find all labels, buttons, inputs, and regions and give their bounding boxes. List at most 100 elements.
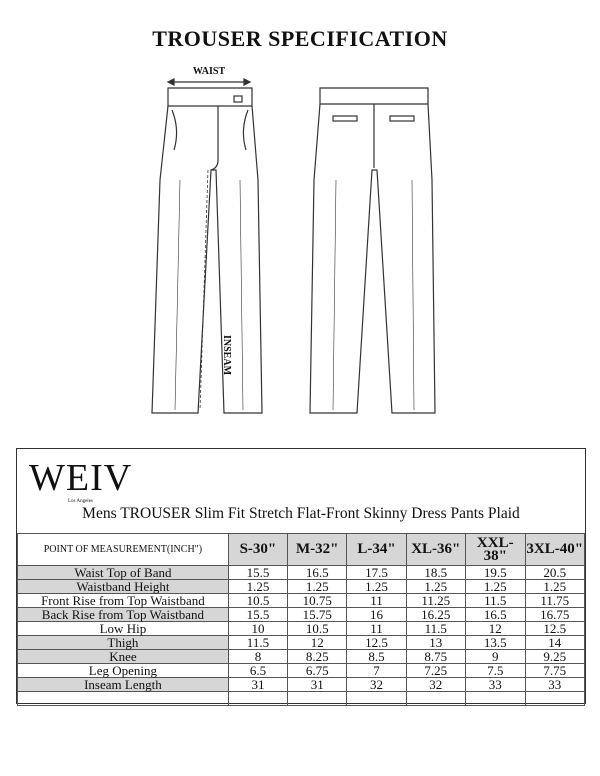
measurement-value: 16.75 [524, 607, 585, 622]
measurement-value: 33 [524, 677, 585, 692]
size-header: 3XL-40" [524, 533, 585, 566]
measurement-value: 31 [287, 677, 348, 692]
table-row: Waist Top of Band 15.5 16.5 17.5 18.5 19.5 20.… [17, 565, 585, 580]
measurement-label: Thigh [17, 635, 229, 650]
size-chart: WEIV Los Angeles Mens TROUSER Slim Fit S… [16, 448, 586, 706]
table-row: Waistband Height 1.25 1.25 1.25 1.25 1.25 1.25 [17, 579, 585, 594]
measurement-value: 8.5 [346, 649, 407, 664]
size-header: M-32" [287, 533, 348, 566]
measurement-value: 15.5 [227, 565, 289, 580]
measurement-value: 19.5 [464, 565, 526, 580]
size-header: XXL-38" [464, 533, 526, 566]
measurement-value: 1.25 [227, 579, 289, 594]
header-label: POINT OF MEASUREMENT(INCH") [17, 533, 229, 566]
table-header-row: POINT OF MEASUREMENT(INCH") S-30" M-32" L-3… [17, 533, 585, 566]
measurement-label: Low Hip [17, 621, 229, 636]
waist-arrow-left-icon [166, 78, 175, 86]
measurement-value: 14 [524, 635, 585, 650]
measurement-table: POINT OF MEASUREMENT(INCH") S-30" M-32" L-3… [17, 533, 585, 706]
size-header: L-34" [346, 533, 407, 566]
measurement-value: 17.5 [346, 565, 407, 580]
measurement-value: 11.25 [405, 593, 466, 608]
measurement-value: 16.25 [405, 607, 466, 622]
measurement-value: 15.5 [227, 607, 289, 622]
measurement-value: 10.5 [227, 593, 289, 608]
empty-cell [346, 691, 407, 706]
waist-label: WAIST [193, 66, 226, 77]
back-view-trousers [309, 87, 436, 414]
measurement-value: 9 [464, 649, 526, 664]
measurement-value: 20.5 [524, 565, 585, 580]
measurement-label: Knee [17, 649, 229, 664]
measurement-value: 1.25 [405, 579, 466, 594]
empty-cell [17, 691, 229, 706]
measurement-value: 12 [287, 635, 348, 650]
measurement-value: 12.5 [524, 621, 585, 636]
table-row: Back Rise from Top Waistband 15.5 15.75 16 1… [17, 607, 585, 622]
measurement-label: Front Rise from Top Waistband [17, 593, 229, 608]
measurement-value: 12.5 [346, 635, 407, 650]
measurement-value: 16 [346, 607, 407, 622]
measurement-value: 15.75 [287, 607, 348, 622]
measurement-value: 1.25 [464, 579, 526, 594]
measurement-label: Leg Opening [17, 663, 229, 678]
table-row: Thigh 11.5 12 12.5 13 13.5 14 [17, 635, 585, 650]
measurement-value: 7.5 [464, 663, 526, 678]
measurement-value: 8.25 [287, 649, 348, 664]
table-row: Inseam Length 31 31 32 32 33 33 [17, 677, 585, 692]
brand-logo-subtitle: Los Angeles [68, 499, 93, 504]
measurement-label: Waistband Height [17, 579, 229, 594]
table-empty-row [17, 691, 585, 706]
measurement-label: Waist Top of Band [17, 565, 229, 580]
empty-cell [524, 691, 585, 706]
measurement-value: 11.5 [405, 621, 466, 636]
measurement-value: 11 [346, 621, 407, 636]
measurement-label: Inseam Length [17, 677, 229, 692]
measurement-label: Back Rise from Top Waistband [17, 607, 229, 622]
measurement-value: 9.25 [524, 649, 585, 664]
measurement-value: 10.75 [287, 593, 348, 608]
measurement-value: 31 [227, 677, 289, 692]
measurement-value: 13 [405, 635, 466, 650]
trouser-technical-drawing: WAIST INSEAM [151, 66, 436, 414]
measurement-value: 6.5 [227, 663, 289, 678]
measurement-value: 13.5 [464, 635, 526, 650]
measurement-value: 1.25 [346, 579, 407, 594]
measurement-value: 8 [227, 649, 289, 664]
measurement-value: 8.75 [405, 649, 466, 664]
empty-cell [405, 691, 466, 706]
empty-cell [227, 691, 289, 706]
measurement-value: 10.5 [287, 621, 348, 636]
measurement-value: 12 [464, 621, 526, 636]
waist-arrow-right-icon [243, 78, 252, 86]
measurement-value: 6.75 [287, 663, 348, 678]
measurement-value: 10 [227, 621, 289, 636]
brand-logo: WEIV [29, 457, 133, 499]
front-view-trousers [151, 87, 263, 414]
table-row: Low Hip 10 10.5 11 11.5 12 12.5 [17, 621, 585, 636]
measurement-value: 16.5 [287, 565, 348, 580]
measurement-value: 11 [346, 593, 407, 608]
measurement-value: 16.5 [464, 607, 526, 622]
measurement-value: 7.75 [524, 663, 585, 678]
measurement-value: 33 [464, 677, 526, 692]
measurement-value: 11.5 [227, 635, 289, 650]
measurement-value: 7 [346, 663, 407, 678]
size-header: XL-36" [405, 533, 466, 566]
table-row: Leg Opening 6.5 6.75 7 7.25 7.5 7.75 [17, 663, 585, 678]
measurement-value: 32 [405, 677, 466, 692]
measurement-value: 32 [346, 677, 407, 692]
measurement-value: 11.75 [524, 593, 585, 608]
page-title: TROUSER SPECIFICATION [152, 26, 448, 51]
product-name: Mens TROUSER Slim Fit Stretch Flat-Front… [82, 505, 520, 522]
empty-cell [287, 691, 348, 706]
inseam-label: INSEAM [221, 335, 232, 376]
measurement-value: 1.25 [524, 579, 585, 594]
size-header: S-30" [227, 533, 289, 566]
measurement-value: 7.25 [405, 663, 466, 678]
measurement-value: 1.25 [287, 579, 348, 594]
measurement-value: 11.5 [464, 593, 526, 608]
table-row: Front Rise from Top Waistband 10.5 10.75 11… [17, 593, 585, 608]
table-row: Knee 8 8.25 8.5 8.75 9 9.25 [17, 649, 585, 664]
